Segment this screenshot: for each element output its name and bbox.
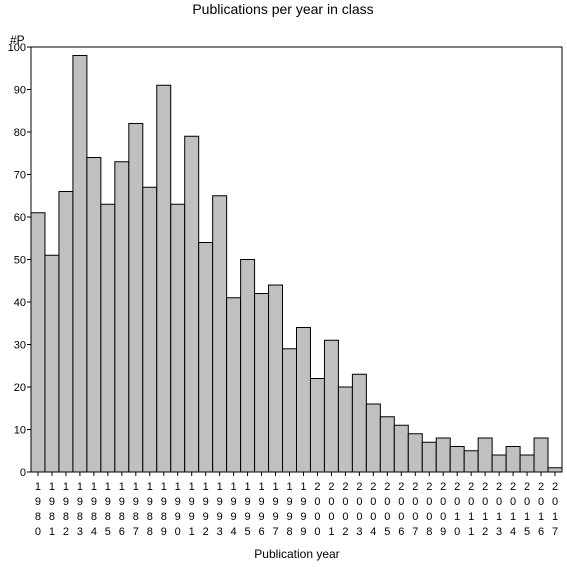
bar-2005 xyxy=(379,416,395,473)
bar-2017 xyxy=(547,467,563,473)
x-axis: 1 9 8 0 1 9 8 1 1 9 8 2 1 9 8 3 1 9 8 4 1 9 8 5 1 9 8 6 1 9 8 7 1 9 8 8 1 9 8 9… xyxy=(35,472,558,538)
y-tick-label: 10 xyxy=(14,425,26,437)
bar-2011 xyxy=(463,450,479,473)
y-tick-label: 100 xyxy=(8,42,26,54)
bar-1994 xyxy=(226,297,242,473)
y-tick-label: 70 xyxy=(14,170,26,182)
bars-group xyxy=(30,55,563,473)
bar-2013 xyxy=(491,454,507,473)
bar-1985 xyxy=(100,203,116,473)
bar-1983 xyxy=(72,55,88,473)
bar-2008 xyxy=(421,441,437,473)
bar-1980 xyxy=(30,212,46,473)
y-tick-label: 50 xyxy=(14,255,26,267)
bar-1996 xyxy=(254,293,270,473)
bar-1993 xyxy=(212,195,228,473)
bar-2015 xyxy=(519,454,535,473)
y-tick-label: 0 xyxy=(20,467,26,479)
bar-1989 xyxy=(156,84,172,473)
y-tick-label: 80 xyxy=(14,127,26,139)
bar-1999 xyxy=(296,327,311,473)
bar-1997 xyxy=(268,284,284,473)
bar-2009 xyxy=(435,437,451,473)
x-axis-label: Publication year xyxy=(254,547,339,561)
bar-1998 xyxy=(282,348,297,473)
y-tick-label: 30 xyxy=(14,340,26,352)
bar-2006 xyxy=(393,424,409,473)
plot-frame xyxy=(30,46,563,473)
bar-2014 xyxy=(505,446,521,473)
bar-2007 xyxy=(407,433,423,473)
bar-1990 xyxy=(170,203,186,473)
y-tick-label: 60 xyxy=(14,212,26,224)
y-axis-label: #P xyxy=(10,33,25,47)
bar-2000 xyxy=(309,378,325,473)
y-axis: 0 10 20 30 40 50 60 70 80 90 100 xyxy=(8,42,31,479)
chart-title: Publications per year in class xyxy=(192,1,373,17)
bar-1988 xyxy=(142,186,158,473)
bar-1982 xyxy=(58,191,74,473)
bar-1987 xyxy=(128,123,144,473)
bar-2016 xyxy=(533,437,549,473)
bar-1995 xyxy=(240,259,256,473)
bar-1984 xyxy=(86,157,102,473)
bar-1992 xyxy=(198,242,214,473)
y-tick-label: 20 xyxy=(14,382,26,394)
bar-1986 xyxy=(114,161,130,473)
bar-1991 xyxy=(184,135,200,473)
bar-2012 xyxy=(477,437,493,473)
bar-2004 xyxy=(365,403,381,473)
y-tick-label: 40 xyxy=(14,297,26,309)
bar-2002 xyxy=(337,386,353,473)
bar-2001 xyxy=(323,339,339,473)
bar-2003 xyxy=(351,373,367,473)
bar-2010 xyxy=(449,446,465,473)
y-tick-label: 90 xyxy=(14,85,26,97)
bar-1981 xyxy=(44,254,60,473)
